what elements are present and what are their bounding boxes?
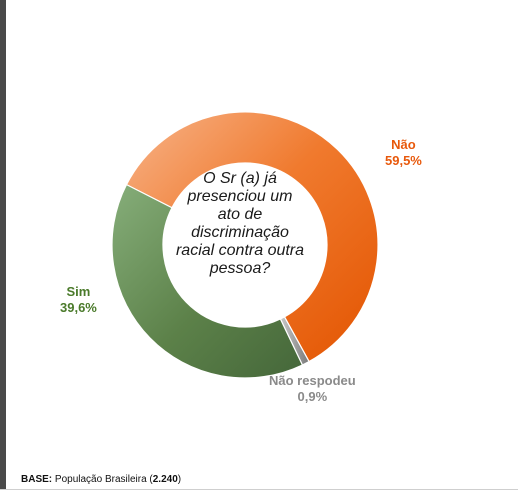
footer-base-text: População Brasileira ( bbox=[54, 474, 153, 485]
label-sim: Sim 39,6% bbox=[60, 284, 97, 316]
slice-nao bbox=[125, 111, 379, 363]
label-nao-respondeu-name: Não respodeu bbox=[269, 373, 356, 388]
footer-base-note: BASE: População Brasileira (2.240) bbox=[21, 474, 181, 485]
footer-base-count: 2.240 bbox=[152, 474, 178, 485]
label-nao: Não 59,5% bbox=[385, 137, 422, 169]
label-nao-value: 59,5% bbox=[385, 153, 422, 168]
footer-base-label: BASE: bbox=[21, 474, 53, 485]
label-sim-name: Sim bbox=[66, 284, 91, 299]
label-sim-value: 39,6% bbox=[60, 300, 97, 315]
chart-center-question: O Sr (a) já presenciou um ato de discrim… bbox=[175, 170, 305, 277]
label-nao-name: Não bbox=[391, 137, 416, 152]
label-nao-respondeu: Não respodeu 0,9% bbox=[269, 373, 356, 405]
footer-base-close: ) bbox=[177, 474, 182, 485]
left-edge-bar bbox=[0, 0, 6, 490]
slice-sim bbox=[111, 183, 304, 379]
label-nao-respondeu-value: 0,9% bbox=[297, 389, 328, 404]
